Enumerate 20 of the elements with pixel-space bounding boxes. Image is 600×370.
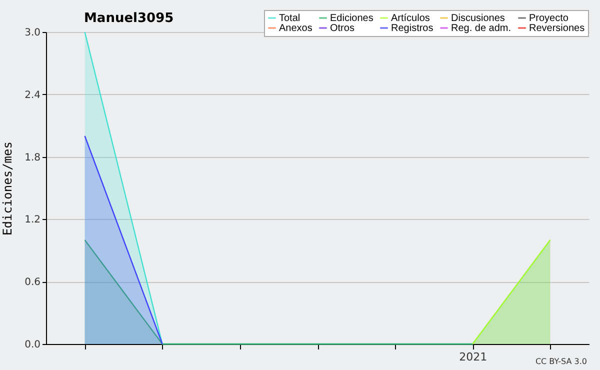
legend-label: Discusiones	[451, 13, 505, 24]
legend-label: Total	[279, 13, 300, 24]
text: CC BY-SA 3.0	[535, 357, 587, 366]
legend-label: Artículos	[391, 13, 430, 24]
y-tick-label: 3.0	[24, 28, 40, 38]
legend-label: Registros	[391, 23, 434, 34]
legend-label: Otros	[330, 23, 354, 34]
x-tick-label: 2021	[459, 350, 488, 364]
legend-label: Reg. de adm.	[451, 23, 512, 34]
y-tick-label: 1.8	[24, 152, 40, 164]
chart-title: Manuel3095	[84, 11, 174, 26]
y-axis-title: Ediciones/mes	[0, 142, 15, 236]
y-tick-label: 0.6	[24, 277, 40, 288]
legend-label: Proyecto	[529, 13, 569, 24]
y-tick-label: 0.0	[24, 340, 40, 350]
legend-label: Ediciones	[330, 13, 374, 24]
legend-label: Reversiones	[529, 23, 585, 34]
y-tick-label: 2.4	[24, 90, 40, 101]
legend-label: Anexos	[279, 23, 312, 34]
y-tick-label: 1.2	[24, 214, 40, 226]
